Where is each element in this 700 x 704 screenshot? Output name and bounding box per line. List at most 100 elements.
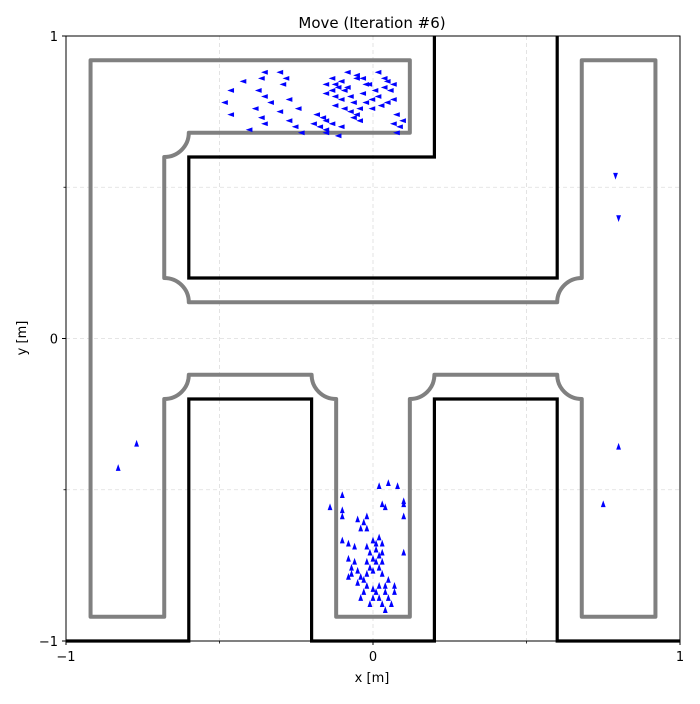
particle-marker — [276, 69, 284, 75]
particle-marker — [401, 500, 407, 508]
particle-marker — [349, 569, 354, 577]
chart-title: Move (Iteration #6) — [298, 14, 445, 32]
particle-marker — [337, 124, 345, 130]
particle-marker — [322, 127, 330, 133]
particle-marker — [353, 75, 360, 81]
particle-marker — [364, 569, 370, 577]
particle-marker — [370, 536, 376, 544]
particle-marker — [328, 121, 336, 127]
particle-marker — [347, 94, 354, 99]
particle-marker — [239, 78, 247, 84]
particle-marker — [310, 121, 317, 127]
particle-marker — [389, 97, 397, 102]
particle-marker — [616, 215, 621, 222]
particle-marker — [279, 82, 287, 87]
particle-marker — [376, 551, 382, 559]
particle-marker — [364, 542, 370, 550]
y-tick-label: 1 — [50, 30, 58, 45]
particle-marker — [373, 588, 379, 595]
y-tick-label: 0 — [50, 333, 58, 348]
particle-marker — [379, 600, 385, 607]
particle-marker — [297, 130, 305, 136]
particle-marker — [227, 88, 235, 93]
particle-marker — [361, 518, 367, 526]
track-outline — [88, 58, 658, 619]
particle-marker — [370, 554, 376, 562]
particle-marker — [245, 127, 253, 133]
particle-marker — [376, 482, 382, 489]
particle-marker — [373, 557, 379, 565]
particle-marker — [379, 569, 385, 577]
particle-marker — [364, 512, 370, 520]
particle-marker — [385, 479, 391, 486]
particle-marker — [364, 524, 370, 532]
particle-marker — [389, 82, 397, 87]
particle-marker — [370, 594, 376, 601]
particle-marker — [376, 582, 382, 589]
particle-marker — [356, 106, 363, 111]
particle-marker — [370, 585, 376, 592]
particle-marker — [358, 594, 364, 601]
particle-marker — [267, 100, 274, 105]
x-tick-label: 1 — [676, 650, 684, 665]
particle-marker — [356, 118, 363, 124]
x-tick-label: 0 — [369, 650, 377, 665]
particle-marker — [282, 75, 290, 81]
particle-marker — [359, 91, 367, 96]
particle-marker — [393, 112, 400, 118]
particle-marker — [261, 121, 268, 127]
particle-marker — [322, 130, 330, 136]
particle-marker — [355, 579, 361, 586]
particle-marker — [346, 572, 351, 580]
particle-marker — [355, 566, 361, 574]
particle-marker — [364, 582, 370, 589]
particle-marker — [389, 600, 394, 607]
particle-marker — [396, 124, 403, 130]
particle-marker — [353, 72, 360, 78]
particle-marker — [359, 75, 367, 81]
particle-marker — [367, 563, 373, 571]
y-axis-label: y [m] — [15, 321, 30, 356]
particle-marker — [343, 69, 351, 75]
particle-marker — [376, 533, 382, 541]
particle-marker — [600, 500, 606, 508]
particle-marker — [379, 557, 385, 565]
particle-marker — [380, 85, 388, 90]
particle-marker — [343, 85, 351, 90]
particle-marker — [227, 112, 235, 118]
particle-marker — [339, 491, 345, 499]
particle-marker — [380, 75, 388, 81]
particle-marker — [322, 91, 330, 96]
particle-marker — [361, 576, 367, 583]
particle-marker — [337, 97, 345, 102]
particle-marker — [401, 512, 407, 520]
particle-marker — [379, 548, 385, 556]
particle-marker — [374, 69, 382, 75]
particle-marker — [339, 506, 345, 514]
particle-marker — [347, 109, 354, 115]
particle-marker — [322, 82, 330, 87]
particle-marker — [362, 100, 370, 105]
particle-marker — [276, 109, 284, 115]
particle-marker — [346, 554, 351, 562]
track-layer — [88, 58, 658, 619]
particle-marker — [339, 512, 345, 520]
particle-marker — [613, 172, 618, 180]
particle-marker — [358, 524, 364, 532]
particle-marker — [376, 594, 382, 601]
y-tick-label: −1 — [39, 635, 58, 650]
particle-marker — [319, 115, 327, 121]
particle-marker — [385, 594, 391, 601]
particle-marker — [340, 88, 348, 93]
particle-marker — [395, 482, 400, 489]
particle-marker — [257, 75, 265, 81]
wall-line — [187, 36, 559, 280]
particle-marker — [386, 88, 394, 93]
particle-marker — [331, 94, 339, 99]
particle-marker — [334, 133, 342, 139]
particle-marker — [382, 582, 388, 589]
particle-marker — [254, 88, 262, 93]
particle-marker — [331, 82, 339, 87]
particle-marker — [350, 115, 357, 121]
